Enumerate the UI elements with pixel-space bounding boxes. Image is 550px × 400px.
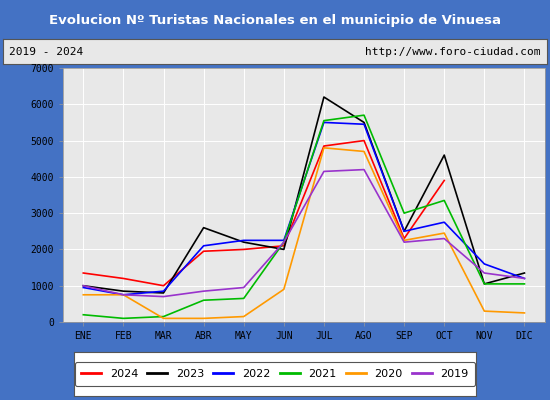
- Text: 2019 - 2024: 2019 - 2024: [9, 47, 84, 57]
- Text: Evolucion Nº Turistas Nacionales en el municipio de Vinuesa: Evolucion Nº Turistas Nacionales en el m…: [49, 14, 501, 27]
- Text: http://www.foro-ciudad.com: http://www.foro-ciudad.com: [365, 47, 541, 57]
- Legend: 2024, 2023, 2022, 2021, 2020, 2019: 2024, 2023, 2022, 2021, 2020, 2019: [75, 362, 475, 386]
